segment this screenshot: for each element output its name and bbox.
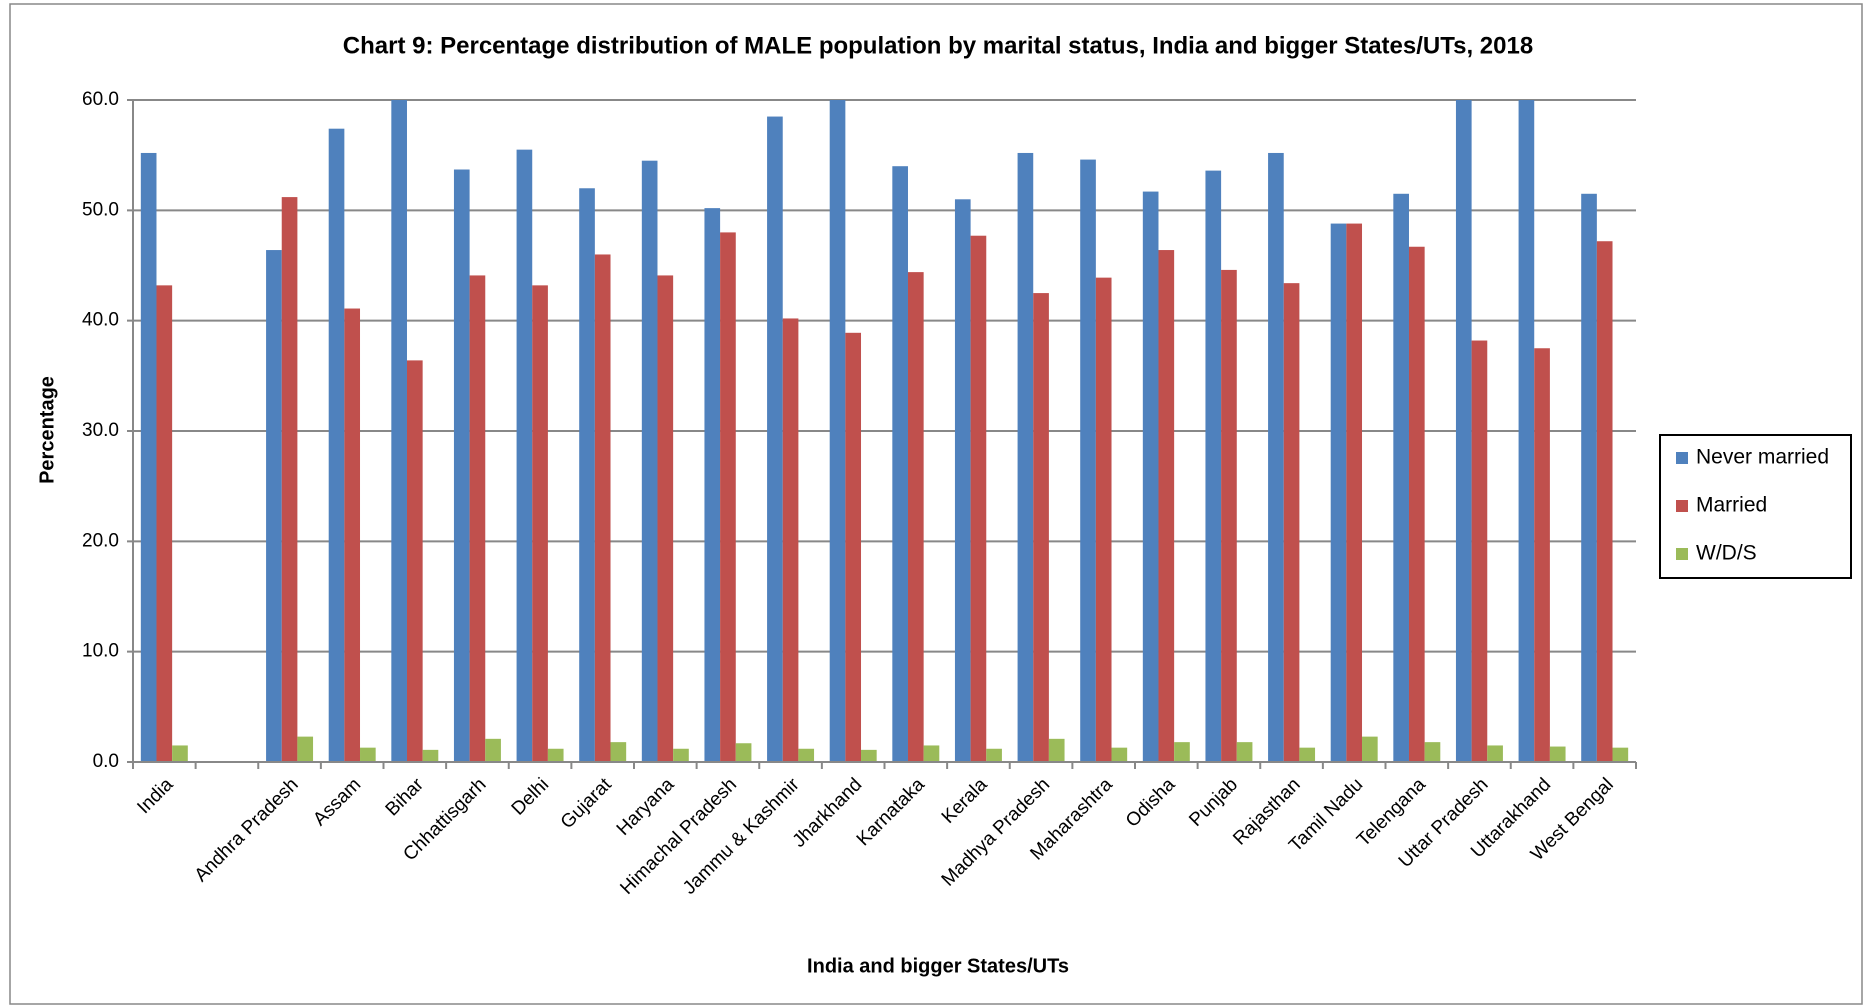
- bar: [610, 742, 627, 762]
- bar: [1268, 152, 1284, 762]
- bar: [673, 748, 689, 762]
- bar: [735, 743, 752, 762]
- legend-swatch: [1676, 500, 1688, 512]
- bar: [1487, 745, 1503, 762]
- bar: [1393, 193, 1409, 762]
- bar: [1048, 738, 1065, 762]
- bar: [1080, 159, 1096, 762]
- bar: [547, 748, 564, 762]
- chart-title: Chart 9: Percentage distribution of MALE…: [343, 32, 1533, 59]
- legend-label: Never married: [1696, 446, 1829, 469]
- bar: [453, 169, 470, 762]
- bar: [861, 749, 877, 762]
- bar: [1095, 277, 1112, 762]
- y-tick-label: 0.0: [93, 751, 119, 772]
- y-tick-label: 20.0: [82, 530, 119, 551]
- bar: [594, 254, 611, 762]
- bar: [328, 128, 345, 762]
- bar: [406, 360, 423, 762]
- bar: [485, 738, 501, 762]
- y-tick-label: 40.0: [82, 310, 119, 331]
- chart-frame: [9, 3, 1863, 1005]
- bar: [720, 232, 736, 762]
- legend-swatch: [1676, 452, 1688, 464]
- bar: [156, 285, 173, 762]
- bar: [798, 748, 815, 762]
- bar: [641, 160, 658, 762]
- bar: [1205, 170, 1222, 762]
- bar: [1111, 747, 1128, 762]
- bar: [1471, 340, 1488, 762]
- bar: [1158, 250, 1175, 762]
- bar: [1221, 269, 1237, 762]
- bar: [1534, 348, 1550, 762]
- y-tick-label: 30.0: [82, 420, 119, 441]
- bar: [1362, 736, 1378, 762]
- bar: [1518, 100, 1535, 762]
- bar: [1424, 742, 1441, 762]
- bar: [469, 275, 486, 762]
- bar: [360, 747, 376, 762]
- bar: [422, 749, 439, 762]
- legend-label: Married: [1696, 494, 1767, 517]
- bar: [845, 332, 862, 762]
- bar: [140, 152, 157, 762]
- bar: [391, 100, 407, 762]
- bar: [172, 745, 188, 762]
- legend-swatch: [1676, 548, 1688, 560]
- bar: [1017, 152, 1034, 762]
- bar: [829, 100, 846, 762]
- legend-box: [1659, 434, 1852, 579]
- y-tick-label: 10.0: [82, 641, 119, 662]
- bar: [1142, 191, 1159, 762]
- bar: [1033, 293, 1049, 762]
- bar: [1549, 746, 1566, 762]
- bar: [1236, 742, 1253, 762]
- bar: [579, 188, 595, 762]
- bar: [1330, 223, 1347, 762]
- bar: [782, 318, 799, 762]
- bar: [297, 736, 314, 762]
- y-tick-label: 60.0: [82, 89, 119, 110]
- bar: [1174, 742, 1190, 762]
- bar: [1612, 747, 1629, 762]
- x-axis-label: India and bigger States/UTs: [807, 955, 1069, 977]
- y-tick-label: 50.0: [82, 199, 119, 220]
- bar: [986, 748, 1002, 762]
- bar: [266, 250, 282, 762]
- y-axis-label: Percentage: [36, 376, 58, 484]
- bar: [1596, 241, 1613, 762]
- bar: [1283, 283, 1300, 762]
- bar: [657, 275, 674, 762]
- bar: [344, 308, 361, 762]
- bar: [1299, 747, 1316, 762]
- bar: [907, 272, 924, 762]
- bar: [970, 235, 987, 762]
- bar: [532, 285, 548, 762]
- bars: [140, 100, 1629, 762]
- bar: [892, 166, 908, 762]
- bar: [1581, 193, 1597, 762]
- bar: [516, 149, 533, 762]
- bar: [1455, 100, 1472, 762]
- bar: [281, 197, 298, 762]
- bar: [704, 208, 721, 762]
- bar: [954, 199, 971, 762]
- bar: [923, 745, 940, 762]
- bar: [767, 116, 783, 762]
- legend-label: W/D/S: [1696, 542, 1757, 565]
- bar: [1346, 223, 1363, 762]
- bar: [1408, 246, 1425, 762]
